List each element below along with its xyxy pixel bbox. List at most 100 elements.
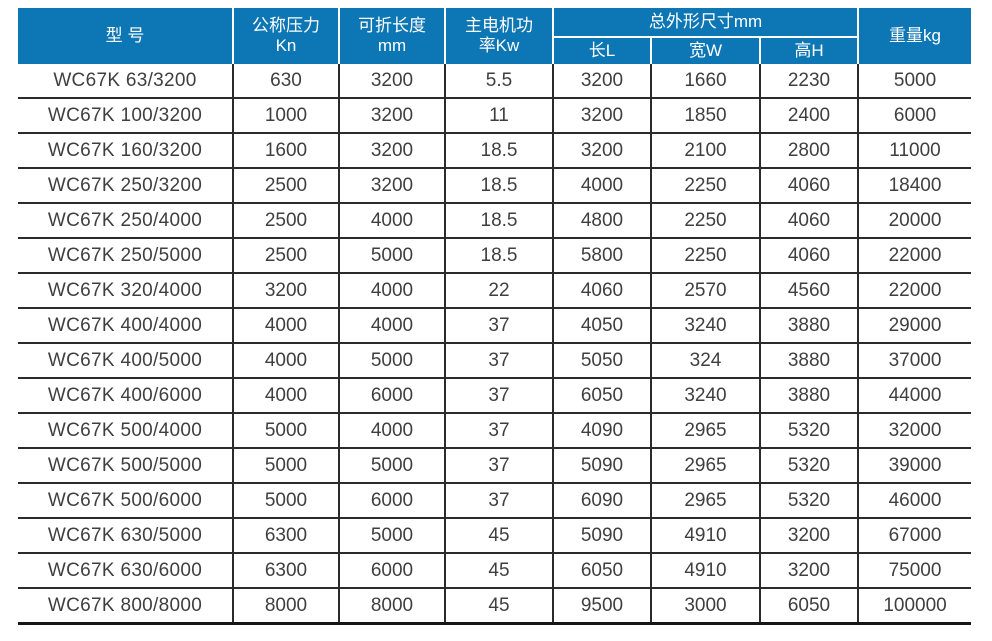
cell-model: WC67K 500/6000 bbox=[18, 483, 233, 519]
cell-motor_power: 22 bbox=[444, 273, 553, 309]
header-dim-width: 宽W bbox=[650, 37, 760, 64]
cell-width: 2965 bbox=[650, 448, 760, 484]
cell-length: 3200 bbox=[552, 98, 651, 134]
cell-length: 4050 bbox=[552, 308, 651, 344]
cell-length: 4090 bbox=[552, 413, 651, 449]
cell-height: 2800 bbox=[758, 133, 859, 169]
header-motor-power-line2: 率Kw bbox=[478, 36, 520, 55]
cell-pressure: 4000 bbox=[232, 308, 339, 344]
cell-motor_power: 18.5 bbox=[444, 238, 553, 274]
cell-width: 2570 bbox=[650, 273, 760, 309]
cell-height: 2400 bbox=[758, 98, 859, 134]
cell-motor_power: 37 bbox=[444, 483, 553, 519]
cell-fold_length: 8000 bbox=[338, 588, 445, 625]
cell-weight: 22000 bbox=[857, 273, 972, 309]
cell-fold_length: 5000 bbox=[338, 238, 445, 274]
cell-width: 2250 bbox=[650, 238, 760, 274]
cell-width: 1850 bbox=[650, 98, 760, 134]
cell-model: WC67K 500/5000 bbox=[18, 448, 233, 484]
cell-fold_length: 5000 bbox=[338, 518, 445, 554]
table-row: WC67K 160/3200 1600 3200 18.5 3200 2100 2800 11… bbox=[18, 133, 972, 169]
cell-fold_length: 3200 bbox=[338, 64, 445, 99]
cell-weight: 37000 bbox=[857, 343, 972, 379]
cell-fold_length: 4000 bbox=[338, 413, 445, 449]
cell-length: 5800 bbox=[552, 238, 651, 274]
cell-motor_power: 45 bbox=[444, 588, 553, 625]
table-row: WC67K 500/6000 5000 6000 37 6090 2965 5320 4600… bbox=[18, 483, 972, 519]
cell-height: 4060 bbox=[758, 203, 859, 239]
cell-pressure: 6300 bbox=[232, 553, 339, 589]
cell-height: 4060 bbox=[758, 168, 859, 204]
cell-model: WC67K 400/5000 bbox=[18, 343, 233, 379]
table-row: WC67K 250/3200 2500 3200 18.5 4000 2250 4060 18… bbox=[18, 168, 972, 204]
cell-width: 2250 bbox=[650, 203, 760, 239]
cell-pressure: 630 bbox=[232, 64, 339, 99]
header-pressure-line2: Kn bbox=[275, 36, 297, 55]
cell-model: WC67K 250/5000 bbox=[18, 238, 233, 274]
header-pressure-line1: 公称压力 bbox=[252, 15, 320, 35]
cell-motor_power: 5.5 bbox=[444, 64, 553, 99]
cell-weight: 29000 bbox=[857, 308, 972, 344]
header-dimensions-group: 总外形尺寸mm bbox=[551, 8, 859, 38]
cell-model: WC67K 630/5000 bbox=[18, 518, 233, 554]
cell-motor_power: 18.5 bbox=[444, 168, 553, 204]
header-motor-power: 主电机功 率Kw bbox=[444, 8, 553, 64]
header-dim-height: 高H bbox=[758, 37, 859, 64]
cell-pressure: 6300 bbox=[232, 518, 339, 554]
cell-motor_power: 45 bbox=[444, 553, 553, 589]
cell-fold_length: 3200 bbox=[338, 98, 445, 134]
cell-model: WC67K 400/4000 bbox=[18, 308, 233, 344]
cell-length: 3200 bbox=[552, 64, 651, 99]
cell-length: 5090 bbox=[552, 518, 651, 554]
cell-fold_length: 3200 bbox=[338, 168, 445, 204]
header-fold-length: 可折长度 mm bbox=[338, 8, 445, 64]
cell-model: WC67K 100/3200 bbox=[18, 98, 233, 134]
cell-weight: 6000 bbox=[857, 98, 972, 134]
table-header: 型 号 公称压力 Kn 可折长度 mm 主电机功 率Kw 总外形尺寸mm bbox=[18, 8, 972, 64]
cell-pressure: 8000 bbox=[232, 588, 339, 625]
header-model-label: 型 号 bbox=[105, 25, 145, 45]
table-row: WC67K 800/8000 8000 8000 45 9500 3000 6050 1000… bbox=[18, 588, 972, 625]
cell-fold_length: 4000 bbox=[338, 203, 445, 239]
table-row: WC67K 630/6000 6300 6000 45 6050 4910 3200 7500… bbox=[18, 553, 972, 589]
cell-weight: 75000 bbox=[857, 553, 972, 589]
table-row: WC67K 100/3200 1000 3200 11 3200 1850 2400 6000 bbox=[18, 98, 972, 134]
cell-fold_length: 6000 bbox=[338, 553, 445, 589]
cell-weight: 18400 bbox=[857, 168, 972, 204]
cell-model: WC67K 63/3200 bbox=[18, 64, 233, 99]
cell-fold_length: 3200 bbox=[338, 133, 445, 169]
cell-height: 3200 bbox=[758, 518, 859, 554]
cell-fold_length: 6000 bbox=[338, 483, 445, 519]
cell-length: 3200 bbox=[552, 133, 651, 169]
cell-height: 3880 bbox=[758, 343, 859, 379]
cell-motor_power: 37 bbox=[444, 308, 553, 344]
cell-weight: 100000 bbox=[857, 588, 972, 625]
header-dimensions-group-label: 总外形尺寸mm bbox=[648, 11, 763, 31]
cell-length: 6050 bbox=[552, 378, 651, 414]
cell-width: 3240 bbox=[650, 378, 760, 414]
cell-fold_length: 4000 bbox=[338, 273, 445, 309]
table-row: WC67K 250/5000 2500 5000 18.5 5800 2250 4060 22… bbox=[18, 238, 972, 274]
cell-pressure: 1600 bbox=[232, 133, 339, 169]
cell-width: 3240 bbox=[650, 308, 760, 344]
cell-motor_power: 37 bbox=[444, 343, 553, 379]
header-weight-label: 重量kg bbox=[889, 25, 941, 45]
cell-width: 2250 bbox=[650, 168, 760, 204]
cell-pressure: 5000 bbox=[232, 413, 339, 449]
cell-weight: 46000 bbox=[857, 483, 972, 519]
cell-pressure: 2500 bbox=[232, 203, 339, 239]
cell-length: 6090 bbox=[552, 483, 651, 519]
header-row-group: 型 号 公称压力 Kn 可折长度 mm 主电机功 率Kw 总外形尺寸mm bbox=[18, 8, 972, 64]
cell-motor_power: 37 bbox=[444, 378, 553, 414]
cell-pressure: 4000 bbox=[232, 378, 339, 414]
cell-fold_length: 5000 bbox=[338, 343, 445, 379]
cell-weight: 67000 bbox=[857, 518, 972, 554]
cell-height: 3200 bbox=[758, 553, 859, 589]
cell-pressure: 5000 bbox=[232, 483, 339, 519]
cell-height: 4060 bbox=[758, 238, 859, 274]
table-row: WC67K 500/5000 5000 5000 37 5090 2965 5320 3900… bbox=[18, 448, 972, 484]
cell-model: WC67K 250/4000 bbox=[18, 203, 233, 239]
cell-length: 4060 bbox=[552, 273, 651, 309]
header-dim-length: 长L bbox=[552, 37, 651, 64]
